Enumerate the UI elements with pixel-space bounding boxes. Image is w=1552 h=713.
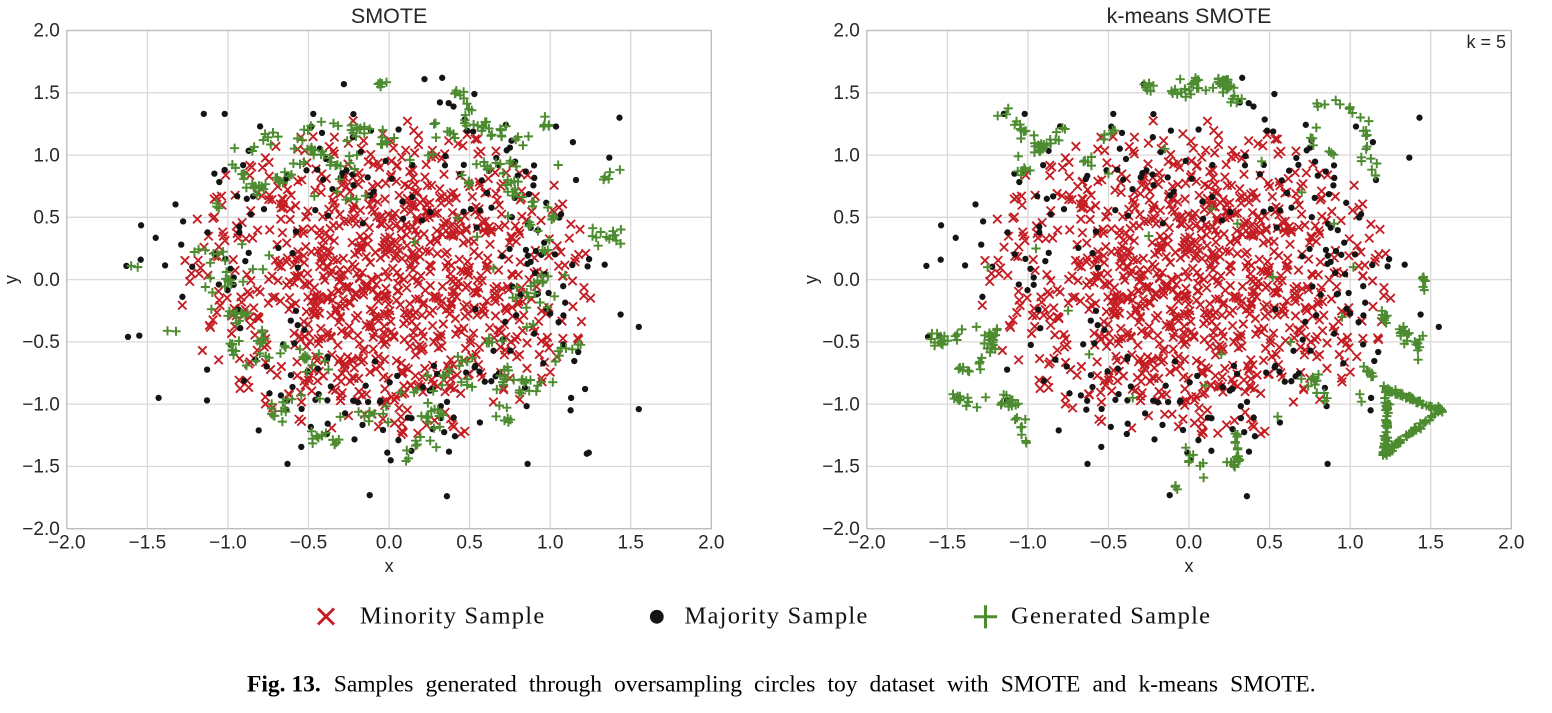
svg-text:−2.0: −2.0 — [848, 533, 886, 554]
svg-text:k = 5: k = 5 — [1466, 32, 1506, 52]
svg-text:k-means SMOTE: k-means SMOTE — [1107, 4, 1272, 28]
svg-text:Majority Sample: Majority Sample — [685, 603, 869, 630]
svg-text:y: y — [1, 275, 21, 284]
svg-text:−0.5: −0.5 — [290, 533, 328, 554]
svg-text:1.5: 1.5 — [833, 83, 859, 104]
svg-text:−1.0: −1.0 — [1009, 533, 1047, 554]
svg-text:0.0: 0.0 — [33, 270, 59, 291]
svg-text:2.0: 2.0 — [1498, 533, 1524, 554]
svg-text:Generated Sample: Generated Sample — [1011, 603, 1211, 630]
svg-text:1.5: 1.5 — [33, 83, 59, 104]
svg-text:−0.5: −0.5 — [22, 332, 60, 353]
svg-text:2.0: 2.0 — [698, 533, 724, 554]
svg-text:−2.0: −2.0 — [822, 519, 860, 540]
svg-text:Fig. 13.Samples generated thro: Fig. 13. Samples generated through oversa… — [247, 672, 1316, 698]
svg-text:−1.5: −1.5 — [129, 533, 167, 554]
svg-text:−2.0: −2.0 — [48, 533, 86, 554]
svg-text:x: x — [385, 556, 394, 576]
svg-text:−2.0: −2.0 — [22, 519, 60, 540]
svg-text:−1.5: −1.5 — [822, 457, 860, 478]
svg-text:1.0: 1.0 — [833, 145, 859, 166]
svg-text:0.0: 0.0 — [376, 533, 402, 554]
svg-text:−1.5: −1.5 — [929, 533, 967, 554]
svg-text:0.5: 0.5 — [1256, 533, 1282, 554]
svg-text:0.5: 0.5 — [833, 208, 859, 229]
svg-text:0.5: 0.5 — [33, 208, 59, 229]
svg-text:1.0: 1.0 — [537, 533, 563, 554]
svg-text:1.0: 1.0 — [1337, 533, 1363, 554]
svg-text:1.5: 1.5 — [1417, 533, 1443, 554]
svg-text:2.0: 2.0 — [33, 21, 59, 42]
svg-text:−1.0: −1.0 — [822, 394, 860, 415]
svg-text:Minority Sample: Minority Sample — [360, 603, 545, 630]
svg-text:SMOTE: SMOTE — [351, 4, 427, 28]
svg-text:0.0: 0.0 — [1176, 533, 1202, 554]
svg-text:−1.5: −1.5 — [22, 457, 60, 478]
svg-text:−1.0: −1.0 — [22, 394, 60, 415]
svg-text:−0.5: −0.5 — [1090, 533, 1128, 554]
svg-text:1.0: 1.0 — [33, 145, 59, 166]
svg-text:x: x — [1185, 556, 1194, 576]
svg-text:1.5: 1.5 — [617, 533, 643, 554]
svg-text:y: y — [801, 275, 821, 284]
svg-text:−0.5: −0.5 — [822, 332, 860, 353]
svg-text:0.0: 0.0 — [833, 270, 859, 291]
svg-text:0.5: 0.5 — [456, 533, 482, 554]
svg-text:−1.0: −1.0 — [209, 533, 247, 554]
svg-text:2.0: 2.0 — [833, 21, 859, 42]
